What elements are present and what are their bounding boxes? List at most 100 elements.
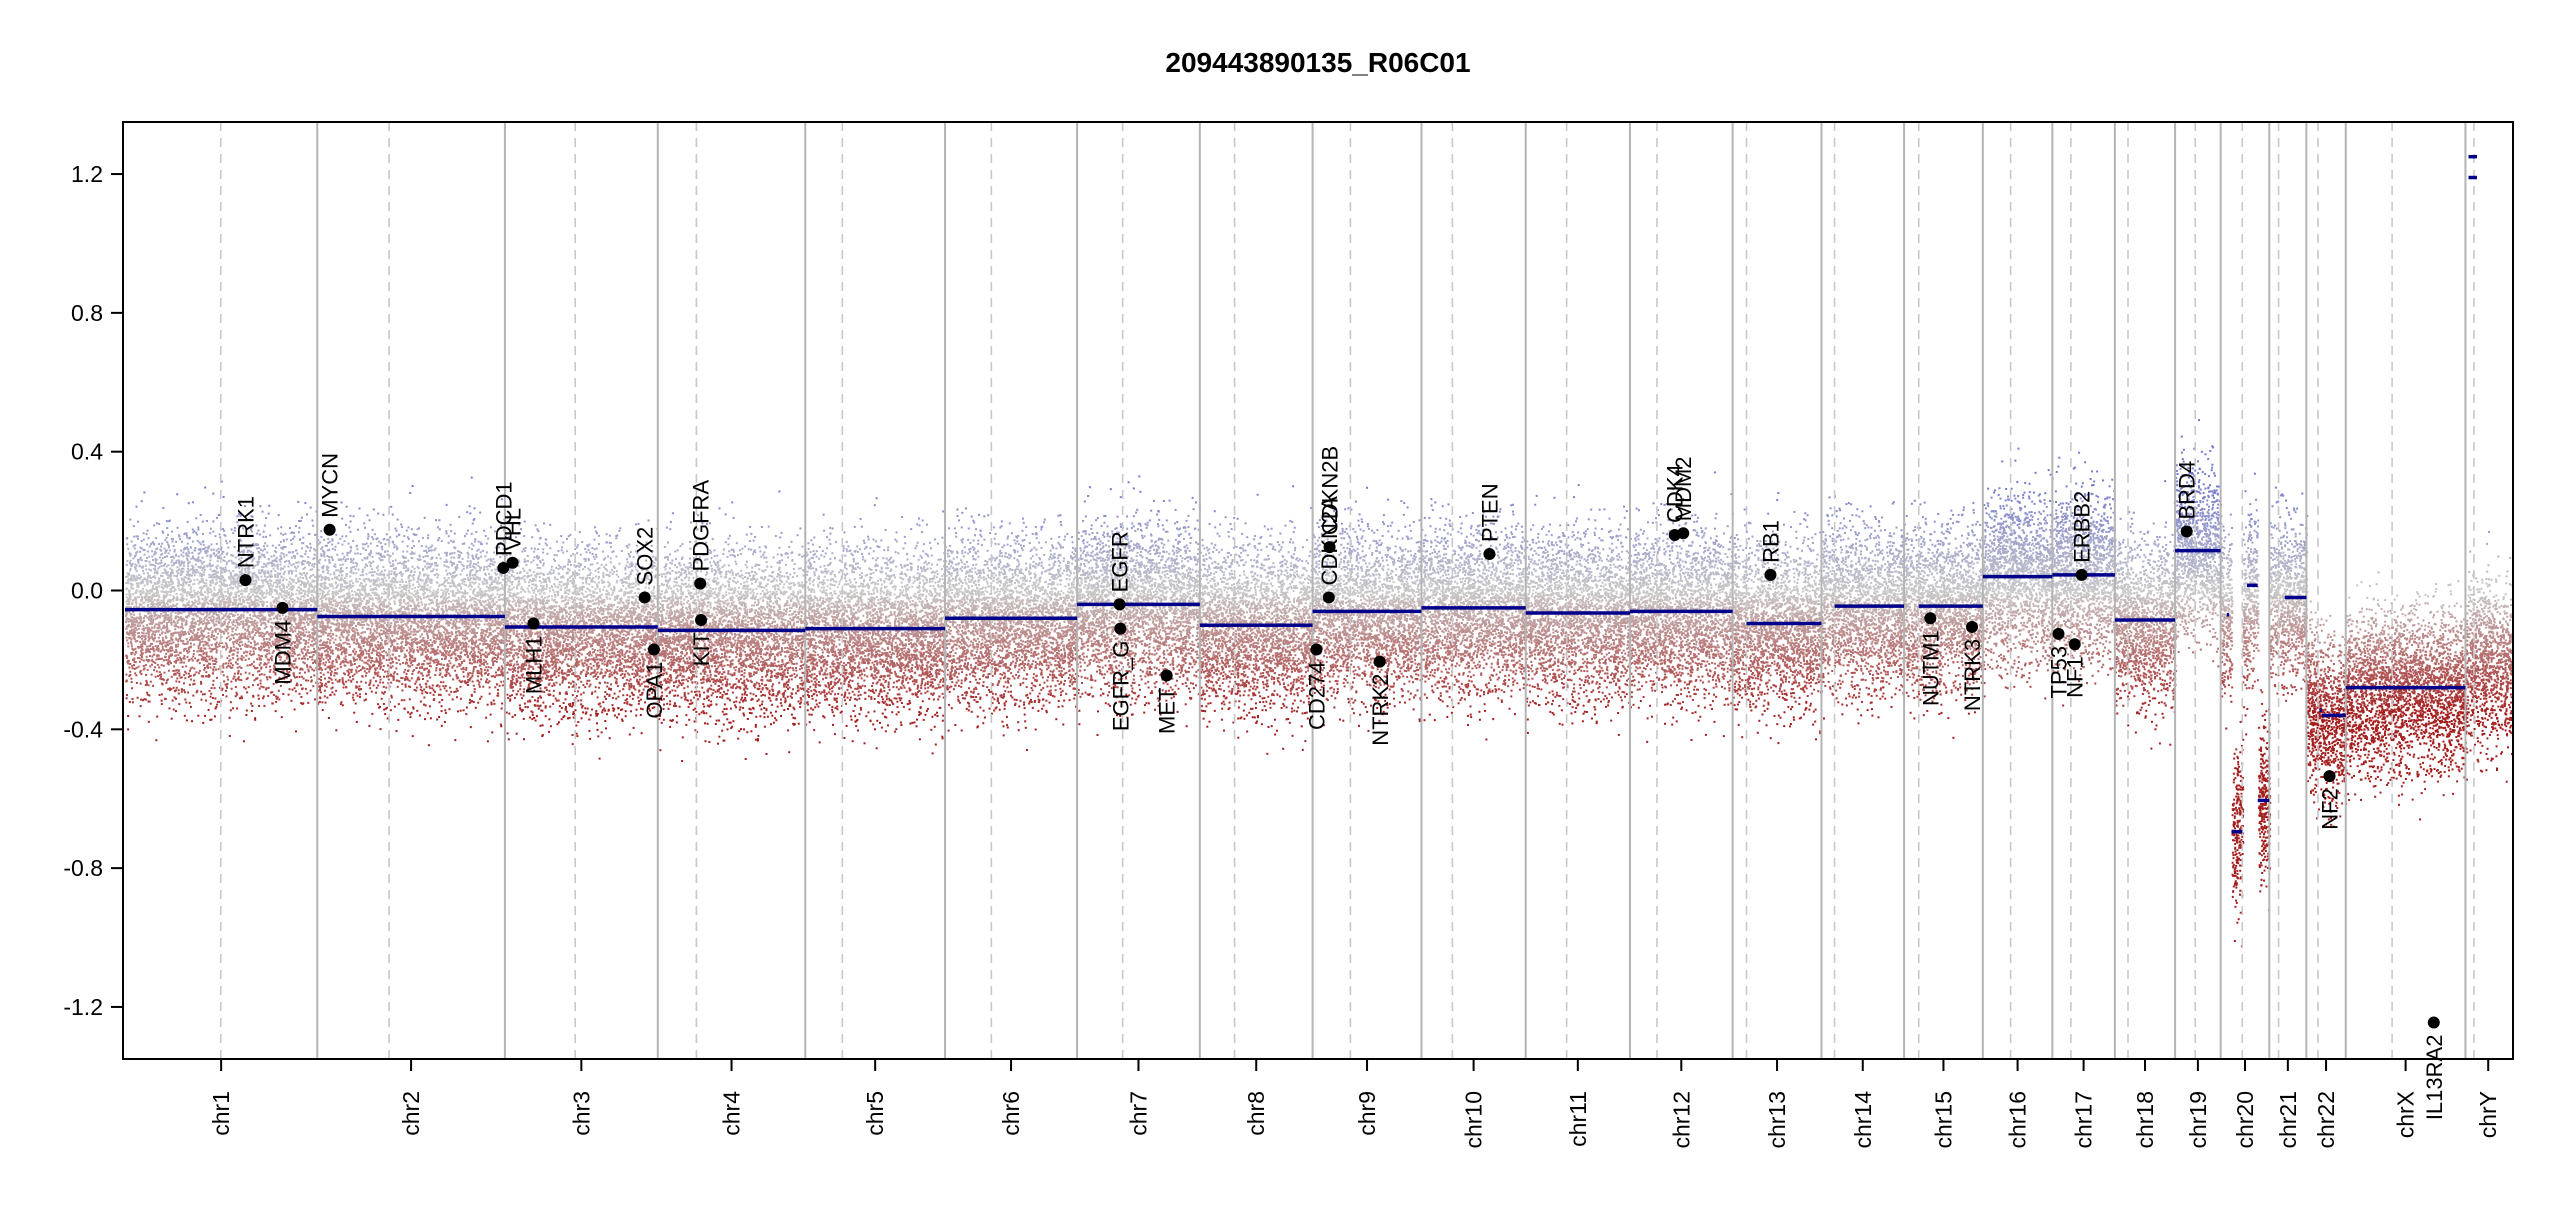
probe-point bbox=[214, 715, 216, 717]
probe-point bbox=[177, 657, 179, 659]
probe-point bbox=[212, 684, 214, 686]
probe-point bbox=[167, 534, 169, 536]
probe-point bbox=[201, 699, 203, 701]
probe-point bbox=[218, 548, 220, 550]
probe-point bbox=[131, 687, 133, 689]
probe-point bbox=[154, 577, 156, 579]
probe-point bbox=[125, 582, 127, 584]
probe-point bbox=[245, 651, 247, 653]
probe-point bbox=[174, 651, 176, 653]
probe-point bbox=[206, 520, 208, 522]
probe-point bbox=[288, 694, 290, 696]
probe-point bbox=[301, 547, 303, 549]
probe-point bbox=[260, 619, 262, 621]
probe-point bbox=[180, 616, 182, 618]
probe-point bbox=[145, 599, 147, 601]
probe-point bbox=[228, 636, 230, 638]
probe-point bbox=[205, 583, 207, 585]
probe-point bbox=[163, 665, 165, 667]
probe-point bbox=[258, 579, 260, 581]
probe-point bbox=[242, 627, 244, 629]
probe-point bbox=[313, 670, 315, 672]
probe-point bbox=[165, 653, 167, 655]
probe-point bbox=[262, 636, 264, 638]
probe-point bbox=[182, 555, 184, 557]
probe-point bbox=[186, 535, 188, 537]
probe-point bbox=[186, 617, 188, 619]
probe-point bbox=[126, 560, 128, 562]
probe-point bbox=[265, 536, 267, 538]
probe-point bbox=[190, 588, 192, 590]
probe-point bbox=[305, 640, 307, 642]
probe-point bbox=[169, 640, 171, 642]
probe-point bbox=[197, 612, 199, 614]
probe-point bbox=[159, 694, 161, 696]
probe-point bbox=[266, 589, 268, 591]
probe-point bbox=[307, 556, 309, 558]
probe-point bbox=[300, 589, 302, 591]
probe-point bbox=[310, 598, 312, 600]
probe-point bbox=[304, 662, 306, 664]
probe-point bbox=[313, 606, 315, 608]
probe-point bbox=[145, 633, 147, 635]
probe-point bbox=[301, 619, 303, 621]
probe-point bbox=[247, 595, 249, 597]
probe-point bbox=[213, 648, 215, 650]
probe-point bbox=[272, 545, 274, 547]
probe-point bbox=[139, 715, 141, 717]
probe-point bbox=[296, 644, 298, 646]
probe-point bbox=[245, 655, 247, 657]
probe-point bbox=[141, 652, 143, 654]
probe-point bbox=[245, 714, 247, 716]
probe-point bbox=[240, 593, 242, 595]
probe-point bbox=[243, 657, 245, 659]
probe-point bbox=[184, 715, 186, 717]
probe-point bbox=[303, 603, 305, 605]
probe-point bbox=[130, 565, 132, 567]
probe-point bbox=[127, 728, 129, 730]
probe-point bbox=[305, 688, 307, 690]
probe-point bbox=[151, 634, 153, 636]
probe-point bbox=[171, 643, 173, 645]
probe-point bbox=[264, 622, 266, 624]
probe-point bbox=[208, 638, 210, 640]
probe-point bbox=[132, 557, 134, 559]
probe-point bbox=[147, 599, 149, 601]
probe-point bbox=[126, 694, 128, 696]
probe-point bbox=[283, 573, 285, 575]
probe-point bbox=[277, 528, 279, 530]
probe-point bbox=[152, 685, 154, 687]
probe-point bbox=[197, 527, 199, 529]
probe-point bbox=[130, 560, 132, 562]
probe-point bbox=[242, 599, 244, 601]
probe-point bbox=[165, 642, 167, 644]
probe-point bbox=[306, 621, 308, 623]
probe-point bbox=[134, 672, 136, 674]
probe-point bbox=[181, 621, 183, 623]
probe-point bbox=[173, 545, 175, 547]
probe-point bbox=[126, 637, 128, 639]
probe-point bbox=[181, 676, 183, 678]
probe-point bbox=[213, 570, 215, 572]
probe-point bbox=[187, 543, 189, 545]
probe-point bbox=[280, 589, 282, 591]
probe-point bbox=[262, 550, 264, 552]
probe-point bbox=[279, 561, 281, 563]
probe-point bbox=[226, 542, 228, 544]
probe-point bbox=[236, 627, 238, 629]
probe-point bbox=[202, 533, 204, 535]
probe-point bbox=[254, 629, 256, 631]
probe-point bbox=[191, 601, 193, 603]
probe-point bbox=[306, 603, 308, 605]
probe-point bbox=[258, 552, 260, 554]
probe-point bbox=[291, 564, 293, 566]
probe-point bbox=[237, 614, 239, 616]
probe-point bbox=[161, 644, 163, 646]
probe-point bbox=[169, 594, 171, 596]
probe-point bbox=[199, 575, 201, 577]
probe-point bbox=[230, 662, 232, 664]
probe-point bbox=[253, 650, 255, 652]
probe-point bbox=[198, 583, 200, 585]
probe-point bbox=[301, 517, 303, 519]
probe-point bbox=[160, 613, 162, 615]
